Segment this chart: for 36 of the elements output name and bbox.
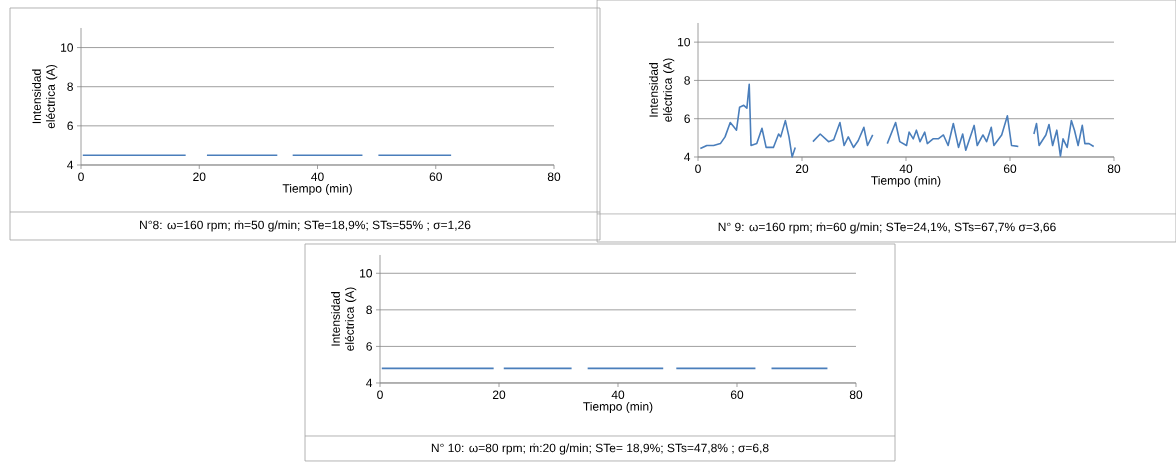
y-tick-label: 8 — [67, 82, 73, 91]
x-tick-label: 20 — [193, 172, 206, 182]
text: N° 10: ω=80 rpm; ṁ:20 g/min; STe= 18,9%; STs=47,8% ; σ=6,8 — [431, 443, 769, 455]
y-tick-label: 10 — [61, 43, 74, 52]
y-axis-title: Intensidad eléctrica (A) — [649, 58, 675, 122]
x-tick-label: 60 — [1003, 164, 1017, 174]
y-tick-label: 8 — [366, 305, 372, 315]
x-tick-label: 0 — [377, 390, 383, 400]
x-tick-label: 40 — [611, 390, 625, 400]
y-tick-label: 6 — [684, 114, 690, 123]
y-tick-label: 6 — [67, 121, 73, 131]
y-tick-label: 6 — [366, 342, 372, 351]
y-tick-label: 4 — [366, 378, 373, 388]
y-tick-label: 8 — [684, 76, 690, 85]
x-tick-label: 40 — [899, 164, 913, 174]
x-axis-title: Tiempo (min) — [282, 183, 352, 196]
x-tick-label: 80 — [1107, 164, 1121, 174]
x-tick-label: 80 — [849, 390, 863, 400]
x-tick-label: 0 — [78, 172, 84, 182]
x-tick-label: 20 — [492, 390, 506, 400]
y-tick-label: 4 — [67, 160, 74, 170]
y-axis-title: Intensidad eléctrica (A) — [32, 64, 58, 129]
x-axis-title: Tiempo (min) — [871, 175, 941, 188]
x-axis-title: Tiempo (min) — [583, 401, 653, 414]
text: N° 9: ω=160 rpm; ṁ=60 g/min; STe=24,1%, STs=67,7% σ=3,66 — [718, 222, 1056, 234]
x-tick-label: 80 — [547, 172, 561, 182]
y-axis-title: Intensidad eléctrica (A) — [331, 287, 357, 351]
text: N°8: ω=160 rpm; ṁ=50 g/min; STe=18,9%; STs=55% ; σ=1,26 — [140, 220, 471, 232]
x-tick-label: 20 — [795, 164, 809, 174]
x-tick-label: 0 — [695, 164, 701, 174]
y-tick-label: 10 — [678, 37, 691, 47]
y-tick-label: 4 — [684, 152, 691, 162]
x-tick-label: 40 — [311, 172, 324, 182]
y-tick-label: 10 — [360, 269, 373, 278]
x-tick-label: 60 — [429, 172, 442, 182]
x-tick-label: 60 — [730, 390, 744, 400]
